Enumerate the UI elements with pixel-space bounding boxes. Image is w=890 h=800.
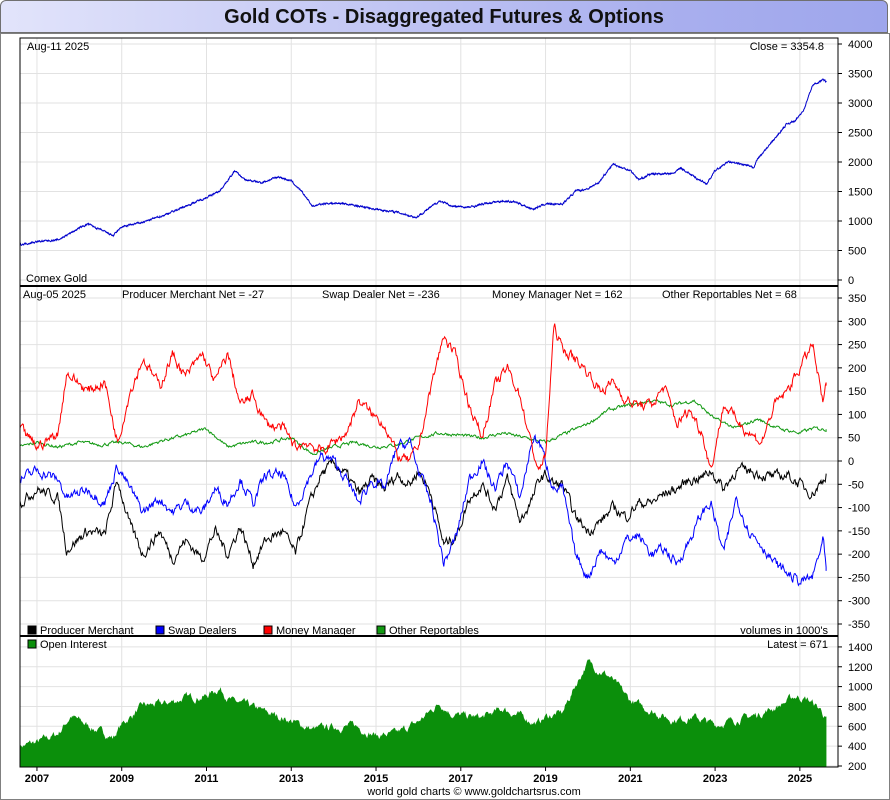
oi-latest-label: Latest = 671 [767,639,828,651]
cot-ytick-label: 150 [848,386,866,398]
producer-net-label: Producer Merchant Net = -27 [122,289,264,301]
cot-ytick-label: 100 [848,409,866,421]
oi-ytick-label: 1200 [848,662,872,674]
price-ytick-label: 3000 [848,98,872,110]
legend-money-label: Money Manager [276,625,356,637]
x-tick-label: 2025 [788,773,812,785]
x-tick-label: 2017 [449,773,473,785]
price-date-label: Aug-11 2025 [27,41,89,53]
cot-units-label: volumes in 1000's [740,625,828,637]
cot-ytick-label: -150 [848,526,870,538]
oi-ytick-label: 400 [848,741,866,753]
price-ytick-label: 2000 [848,157,872,169]
cot-ytick-label: -50 [848,479,864,491]
cot-ytick-label: -200 [848,549,870,561]
page-title: Gold COTs - Disaggregated Futures & Opti… [224,6,664,28]
legend-producer-swatch [27,625,37,635]
swap-net-label: Swap Dealer Net = -236 [322,289,440,301]
legend-swap-label: Swap Dealers [168,625,237,637]
x-tick-label: 2007 [25,773,49,785]
oi-ytick-label: 800 [848,701,866,713]
legend-open-interest-label: Open Interest [40,639,107,651]
cot-date-label: Aug-05 2025 [23,289,86,301]
legend-producer-label: Producer Merchant [40,625,134,637]
price-ytick-label: 500 [848,246,866,258]
x-tick-label: 2011 [195,773,219,785]
legend-swap-swatch [155,625,165,635]
price-ytick-label: 0 [848,275,854,287]
x-tick-label: 2021 [618,773,642,785]
legend-open-interest-swatch [27,639,37,649]
price-instrument-label: Comex Gold [26,273,87,285]
open-interest-area [19,659,827,768]
title-bar: Gold COTs - Disaggregated Futures & Opti… [0,0,888,33]
cot-ytick-label: 50 [848,433,860,445]
oi-ytick-label: 200 [848,761,866,773]
oi-ytick-label: 1400 [848,642,872,654]
x-tick-label: 2019 [533,773,557,785]
cot-ytick-label: -250 [848,572,870,584]
oi-ytick-label: 1000 [848,682,872,694]
oi-ytick-label: 600 [848,721,866,733]
x-tick-label: 2013 [279,773,303,785]
other-reportables-line [19,399,827,455]
producer-merchant-line [19,457,827,569]
cot-ytick-label: 0 [848,456,854,468]
cot-ytick-label: -100 [848,503,870,515]
cot-ytick-label: -350 [848,619,870,631]
other-net-label: Other Reportables Net = 68 [662,289,797,301]
gold-price-line [19,78,827,247]
cot-ytick-label: 300 [848,316,866,328]
x-tick-label: 2023 [703,773,727,785]
x-tick-label: 2015 [364,773,388,785]
price-ytick-label: 3500 [848,69,872,81]
cot-ytick-label: -300 [848,596,870,608]
price-ytick-label: 2500 [848,128,872,140]
x-tick-label: 2009 [109,773,133,785]
money-manager-line [19,323,827,471]
legend-money-swatch [263,625,273,635]
outer-frame [0,33,890,800]
cot-ytick-label: 250 [848,340,866,352]
swap-dealers-line [19,433,827,587]
cot-ytick-label: 350 [848,293,866,305]
price-close-label: Close = 3354.8 [750,41,824,53]
footer-credit: world gold charts © www.goldchartsrus.co… [366,786,581,798]
cot-ytick-label: 200 [848,363,866,375]
price-ytick-label: 1500 [848,187,872,199]
legend-other-swatch [376,625,386,635]
money-net-label: Money Manager Net = 162 [492,289,623,301]
price-ytick-label: 1000 [848,216,872,228]
legend-other-label: Other Reportables [389,625,479,637]
price-ytick-label: 4000 [848,39,872,51]
